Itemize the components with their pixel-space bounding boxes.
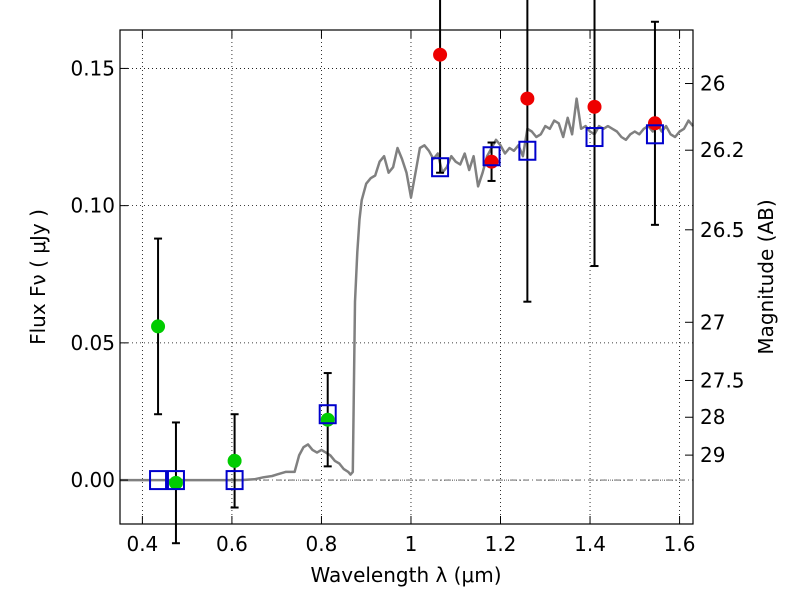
x-axis-ticks: 0.4 0.6 0.8 1 1.2 1.4 1.6 bbox=[126, 30, 695, 556]
y2-tick-label: 26.5 bbox=[700, 218, 745, 242]
model-photometry-square bbox=[166, 470, 185, 491]
observed-point bbox=[587, 99, 602, 114]
y2-axis-ticks: 26 26.2 26.5 27 27.5 28 29 bbox=[685, 72, 745, 467]
observed-point bbox=[433, 47, 448, 62]
y-tick-label: 0.00 bbox=[70, 468, 115, 492]
y2-tick-label: 29 bbox=[700, 443, 725, 467]
x-axis-label: Wavelength λ (μm) bbox=[310, 563, 501, 587]
x-tick-label: 0.6 bbox=[216, 532, 248, 556]
observed-point bbox=[151, 319, 166, 334]
y-tick-label: 0.10 bbox=[70, 194, 115, 218]
y2-tick-label: 27.5 bbox=[700, 368, 745, 392]
observed-point bbox=[227, 453, 242, 468]
x-tick-label: 0.8 bbox=[306, 532, 338, 556]
data-points bbox=[151, 47, 662, 490]
model-photometry-square bbox=[645, 124, 664, 145]
y-tick-label: 0.15 bbox=[70, 56, 115, 80]
y2-tick-label: 28 bbox=[700, 405, 725, 429]
plot-frame bbox=[119, 29, 694, 525]
observed-point bbox=[647, 116, 662, 131]
model-photometry-square bbox=[431, 157, 450, 178]
grid bbox=[120, 30, 693, 524]
model-photometry-square bbox=[318, 404, 337, 425]
y-axis-ticks: 0.00 0.05 0.10 0.15 bbox=[70, 56, 128, 492]
y2-tick-label: 26.2 bbox=[700, 138, 745, 162]
y-axis-label: Flux Fν ( μJy ) bbox=[26, 209, 50, 345]
model-photometry-square bbox=[225, 470, 244, 491]
observed-point bbox=[320, 412, 335, 427]
y2-axis-label: Magnitude (AB) bbox=[754, 199, 778, 354]
model-sed-line bbox=[120, 97, 694, 482]
observed-point bbox=[484, 154, 499, 169]
x-tick-label: 1.4 bbox=[574, 532, 606, 556]
y2-tick-label: 27 bbox=[700, 310, 725, 334]
x-tick-label: 1 bbox=[405, 532, 418, 556]
y2-tick-label: 26 bbox=[700, 72, 725, 96]
model-photometry-square bbox=[149, 470, 168, 491]
observed-point bbox=[520, 91, 535, 106]
x-tick-label: 1.2 bbox=[485, 532, 517, 556]
x-tick-label: 1.6 bbox=[664, 532, 696, 556]
model-photometry-square bbox=[482, 146, 501, 167]
observed-point bbox=[168, 475, 183, 490]
model-photometry-squares bbox=[149, 124, 664, 491]
y-tick-label: 0.05 bbox=[70, 331, 115, 355]
model-photometry-square bbox=[518, 140, 537, 161]
x-tick-label: 0.4 bbox=[126, 532, 158, 556]
model-photometry-square bbox=[585, 127, 604, 148]
